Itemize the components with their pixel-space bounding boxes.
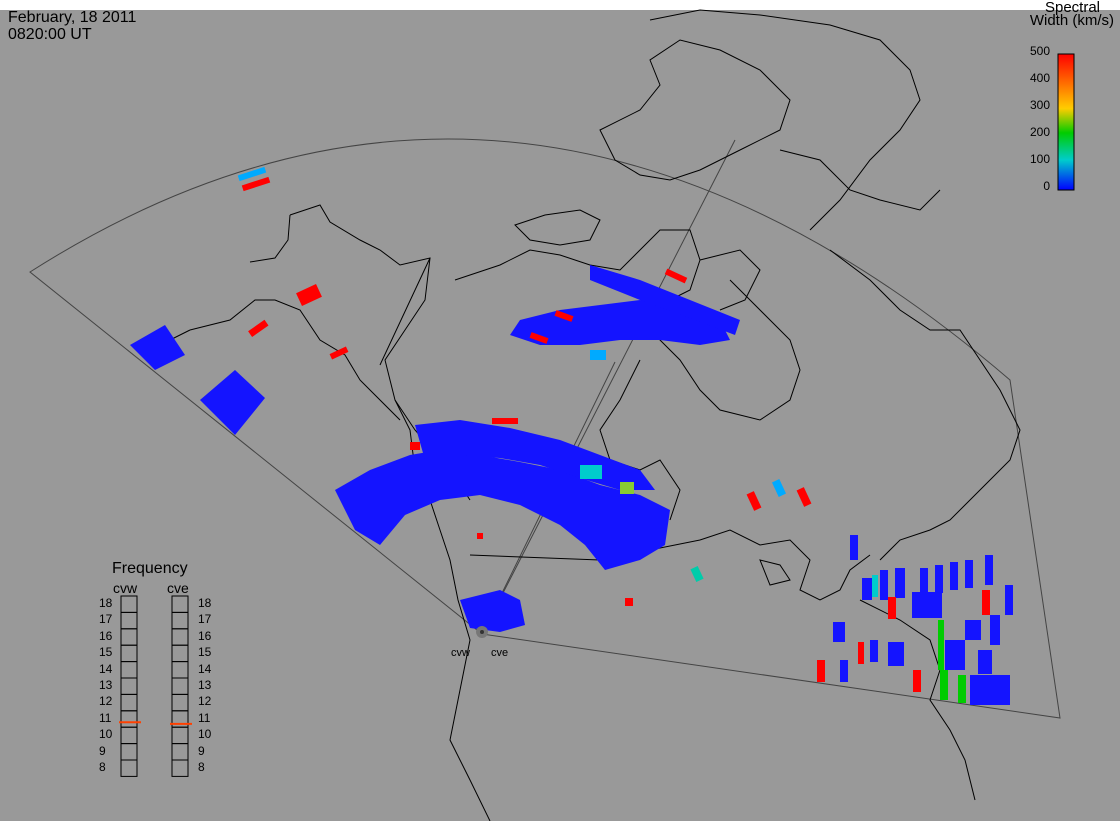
freq-cell-cvw-13 — [120, 677, 138, 695]
freq-cell-cve-12 — [171, 693, 189, 712]
east-columns — [833, 535, 1013, 705]
colorbar-tick-200: 200 — [1029, 125, 1050, 139]
freq-cell-cve-18 — [171, 595, 189, 613]
freq-cell-cve-17 — [171, 611, 189, 630]
arctic-streaks-2 — [590, 265, 740, 335]
freq-cell-cve-15 — [171, 644, 189, 663]
main-echo-band — [335, 450, 670, 570]
frequency-gauges — [119, 595, 192, 777]
colorbar-title-line2: Width (km/s) — [1029, 12, 1114, 29]
freq-label-cve-12: 12 — [198, 694, 212, 709]
freq-label-cve-18: 18 — [198, 596, 212, 610]
field-of-view — [29, 138, 1061, 719]
freq-cell-cve-14 — [171, 661, 189, 679]
high-width-cells — [241, 176, 990, 692]
freq-label-cve-10: 10 — [198, 727, 212, 742]
freq-label-cve-8: 8 — [198, 760, 205, 774]
freq-cell-cve-16 — [171, 628, 189, 646]
colorbar-tick-300: 300 — [1029, 98, 1050, 112]
freq-label-cvw-8: 8 — [99, 760, 106, 774]
freq-cell-cvw-12 — [120, 693, 138, 712]
freq-cell-cvw-14 — [120, 661, 138, 679]
radar-label-cve: cve — [491, 647, 509, 659]
freq-label-cve-13: 13 — [198, 678, 212, 692]
colorbar-gradient — [1057, 53, 1075, 191]
freq-cell-cvw-10 — [120, 726, 138, 745]
radar-label-cvw: cvw — [451, 647, 470, 659]
freq-cell-cvw-16 — [120, 628, 138, 646]
freq-label-cvw-17: 17 — [99, 612, 113, 627]
freq-cell-cve-13 — [171, 677, 189, 695]
frequency-radar-cve: cve — [167, 580, 189, 596]
alaska-patch-1 — [200, 370, 265, 435]
freq-cell-cvw-17 — [120, 611, 138, 630]
frequency-title: Frequency — [112, 560, 188, 577]
freq-cell-cve-10 — [171, 726, 189, 745]
freq-label-cve-11: 11 — [198, 710, 211, 725]
freq-label-cvw-14: 14 — [99, 661, 113, 676]
freq-label-cvw-16: 16 — [99, 628, 113, 643]
top-strip — [0, 0, 1120, 10]
colorbar — [1057, 53, 1075, 191]
coastlines — [139, 9, 1021, 821]
freq-cell-cve-9 — [171, 743, 189, 761]
alaska-patch-2 — [130, 325, 185, 370]
time-label: 0820:00 UT — [8, 26, 92, 43]
colorbar-tick-500: 500 — [1029, 44, 1050, 58]
freq-label-cve-14: 14 — [198, 661, 212, 676]
freq-label-cve-16: 16 — [198, 628, 212, 643]
colorbar-title-line1: Spectral — [1044, 0, 1100, 16]
freq-cell-cve-8 — [171, 759, 189, 777]
near-radar-fan — [460, 590, 525, 632]
freq-label-cvw-13: 13 — [99, 678, 113, 692]
freq-label-cvw-12: 12 — [99, 694, 113, 709]
freq-label-cvw-15: 15 — [99, 645, 113, 660]
freq-label-cvw-9: 9 — [99, 743, 106, 758]
freq-label-cvw-11: 11 — [99, 710, 112, 725]
scatter-cells — [130, 166, 1013, 705]
frequency-radar-cvw: cvw — [113, 580, 138, 596]
freq-cell-cvw-9 — [120, 743, 138, 761]
freq-cell-cvw-11 — [120, 710, 138, 728]
freq-label-cvw-18: 18 — [99, 596, 113, 610]
freq-label-cve-9: 9 — [198, 743, 205, 758]
colorbar-tick-0: 0 — [1043, 179, 1050, 193]
freq-label-cve-17: 17 — [198, 612, 212, 627]
colorbar-tick-400: 400 — [1029, 71, 1050, 85]
radar-site-dot — [480, 630, 484, 634]
freq-label-cvw-10: 10 — [99, 727, 113, 742]
mid-width-cells — [237, 166, 966, 703]
colorbar-tick-100: 100 — [1029, 152, 1050, 166]
freq-cell-cvw-18 — [120, 595, 138, 613]
freq-label-cve-15: 15 — [198, 645, 212, 660]
freq-cell-cvw-15 — [120, 644, 138, 663]
date-label: February, 18 2011 — [8, 9, 137, 26]
freq-cell-cvw-8 — [120, 759, 138, 777]
